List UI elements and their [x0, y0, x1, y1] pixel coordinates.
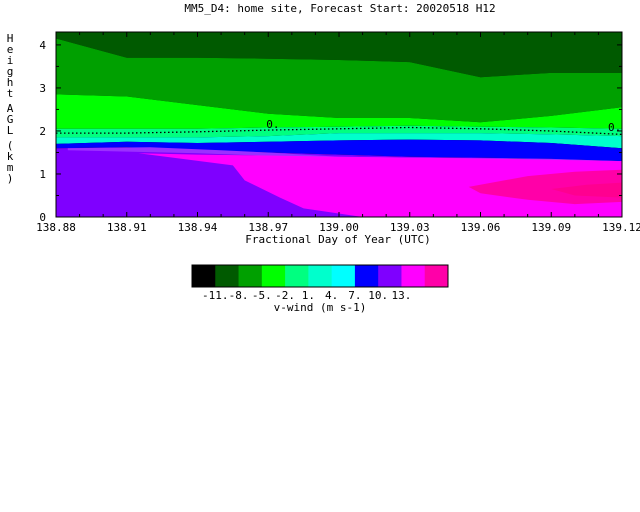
x-tick-label: 138.88 [36, 221, 76, 234]
x-tick-label: 139.12 [602, 221, 640, 234]
colorbar-swatch [215, 265, 240, 287]
colorbar-tick-label: 1. [302, 289, 315, 302]
colorbar-frame [191, 264, 449, 288]
colorbar-tick-label: 4. [325, 289, 338, 302]
colorbar-swatch [192, 265, 216, 287]
colorbar-swatch [285, 265, 309, 287]
y-tick-label: 4 [39, 39, 46, 52]
contour-band-6 [56, 139, 622, 162]
colorbar-tick-label: -8. [229, 289, 249, 302]
plot-frame [55, 31, 623, 218]
x-tick-label: 139.00 [319, 221, 359, 234]
colorbar-swatch [354, 265, 379, 287]
x-tick-label: 139.09 [531, 221, 571, 234]
colorbar-swatch [261, 265, 286, 287]
x-tick-label: 138.97 [248, 221, 288, 234]
contour-band-1 [56, 32, 622, 78]
colorbar-tick-label: 10. [368, 289, 388, 302]
plot-area: 0. 0. [56, 32, 622, 217]
contour-label: 0. [608, 121, 621, 134]
y-tick-label: 2 [39, 125, 46, 138]
colorbar-swatch [424, 265, 449, 287]
x-axis-label: Fractional Day of Year (UTC) [245, 233, 430, 246]
contour-band-2 [56, 38, 622, 123]
colorbar-tick-label: -5. [252, 289, 272, 302]
contour-label: 0. [266, 118, 279, 131]
colorbar-label: v-wind (m s-1) [274, 301, 367, 314]
colorbar-tick-label: 13. [392, 289, 412, 302]
x-tick-label: 138.91 [107, 221, 147, 234]
colorbar-swatch [331, 265, 356, 287]
y-tick-label: 1 [39, 168, 46, 181]
colorbar-swatch [308, 265, 333, 287]
contour-region-1 [138, 153, 622, 217]
colorbar-tick-label: -11. [202, 289, 229, 302]
x-axis: 138.88 138.91 138.94 138.97 139.00 139.03 139.… [36, 32, 640, 234]
x-tick-label: 139.03 [390, 221, 430, 234]
x-tick-label: 138.94 [178, 221, 218, 234]
colorbar-swatch [401, 265, 426, 287]
colorbar-tick-label: -2. [275, 289, 295, 302]
colorbar-swatch [378, 265, 402, 287]
x-tick-label: 139.06 [461, 221, 501, 234]
y-tick-label: 3 [39, 82, 46, 95]
contour-region-3 [551, 182, 622, 198]
colorbar-tick-label: 7. [348, 289, 361, 302]
y-tick-label: 0 [39, 211, 46, 224]
colorbar-swatch [238, 265, 263, 287]
chart-title: MM5_D4: home site, Forecast Start: 20020… [184, 2, 495, 15]
colorbar: -11. -8. -5. -2. 1. 4. 7. 10. 13. [191, 264, 449, 302]
contour-band-5 [56, 133, 622, 149]
contour-band-3 [56, 94, 622, 129]
